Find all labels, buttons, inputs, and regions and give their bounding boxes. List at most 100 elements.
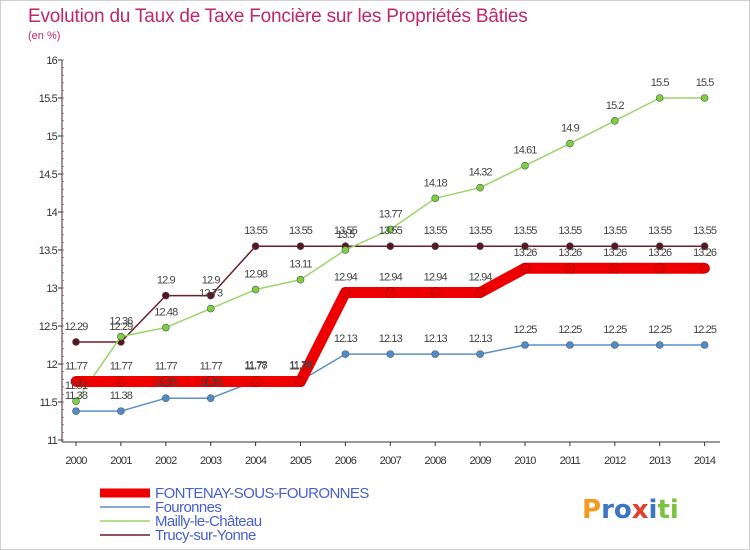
data-label: 15.5 (696, 77, 715, 89)
data-point (566, 242, 574, 250)
data-label: 12.25 (513, 324, 537, 336)
data-point (162, 291, 170, 300)
data-label: 12.25 (603, 324, 627, 336)
x-tick-label: 2002 (155, 455, 177, 467)
data-point (700, 94, 709, 102)
data-label: 12.94 (379, 272, 403, 284)
data-label: 12.29 (64, 321, 88, 333)
x-tick-label: 2005 (290, 455, 312, 467)
chart-unit: (en %) (28, 30, 61, 42)
data-label: 13.5 (336, 229, 355, 241)
data-label: 14.32 (469, 167, 493, 179)
data-label: 14.61 (513, 145, 537, 157)
data-label: 13.26 (603, 247, 627, 259)
x-tick-label: 2014 (694, 455, 716, 467)
data-label: 13.77 (379, 208, 403, 220)
data-point (386, 225, 395, 234)
data-label: 12.73 (199, 288, 223, 300)
data-point (700, 242, 709, 250)
data-label: 13.55 (334, 225, 358, 237)
data-point (295, 376, 306, 387)
data-label: 13.55 (513, 225, 537, 237)
data-label: 11.55 (200, 377, 223, 389)
data-point (72, 407, 80, 415)
legend-label: Mailly-le-Château (155, 513, 262, 530)
data-label: 12.48 (154, 307, 178, 319)
data-label: 12.13 (469, 333, 493, 345)
data-label: 11.51 (65, 380, 88, 392)
data-point (431, 242, 440, 250)
y-tick-label: 15.5 (39, 93, 58, 105)
data-point (519, 262, 531, 274)
data-label: 13.26 (648, 247, 672, 259)
y-tick-label: 11 (47, 435, 58, 447)
data-point (654, 262, 666, 274)
x-tick-label: 2001 (110, 455, 132, 467)
data-label: 13.55 (379, 225, 403, 237)
data-point (521, 341, 529, 349)
y-tick-label: 12.5 (39, 321, 58, 333)
data-label: 13.26 (558, 247, 582, 259)
data-label: 13.55 (648, 225, 672, 237)
data-label: 13.55 (289, 225, 313, 237)
data-point (474, 287, 486, 298)
y-tick-label: 13.5 (39, 245, 58, 257)
data-point (162, 394, 170, 403)
data-label: 11.77 (155, 360, 178, 372)
data-point (386, 242, 395, 250)
data-point (610, 117, 619, 125)
data-label: 13.55 (693, 225, 717, 237)
data-point (341, 246, 350, 254)
data-point (386, 350, 395, 358)
x-tick-label: 2010 (514, 455, 536, 467)
data-point (341, 350, 350, 358)
y-tick-label: 15 (46, 131, 57, 143)
x-tick-label: 2004 (245, 455, 267, 467)
data-label: 13.26 (513, 247, 537, 259)
y-tick-label: 16 (46, 55, 57, 67)
x-tick-label: 2012 (604, 455, 626, 467)
data-point (476, 350, 484, 358)
data-label: 13.55 (603, 225, 627, 237)
data-point (521, 242, 529, 250)
data-point (72, 338, 80, 346)
data-point (250, 376, 261, 387)
data-label: 12.94 (424, 272, 448, 284)
legend-label: Fouronnes (155, 499, 221, 516)
data-label: 15.2 (606, 100, 625, 112)
x-tick-label: 2006 (335, 455, 357, 467)
data-point (476, 242, 484, 250)
data-label: 13.26 (693, 247, 717, 259)
data-point (206, 394, 215, 403)
x-tick-label: 2007 (380, 455, 402, 467)
data-label: 12.13 (334, 333, 358, 345)
y-tick-label: 11.5 (40, 397, 58, 409)
data-label: 12.29 (109, 321, 133, 333)
data-point (655, 94, 664, 102)
data-point (566, 139, 574, 148)
data-label: 12.13 (379, 333, 403, 345)
chart-axes: 11 11.5 12 12.5 13 13.5 14 14.5 15 15.5 16 2000 2001… (39, 55, 720, 467)
x-tick-label: 2003 (200, 455, 222, 467)
data-label: 13.11 (289, 259, 312, 271)
legend-label: FONTENAY-SOUS-FOURONNES (155, 485, 369, 502)
chart-title: Evolution du Taux de Taxe Foncière sur l… (28, 6, 528, 27)
data-label: 11.77 (200, 360, 223, 372)
data-point (431, 350, 440, 358)
data-point (429, 287, 441, 298)
data-point (384, 287, 396, 298)
chart-legend: FONTENAY-SOUS-FOURONNESFouronnesMailly-l… (100, 485, 370, 544)
data-point (296, 275, 305, 284)
data-point (206, 291, 215, 300)
data-label: 14.9 (561, 123, 580, 135)
y-tick-label: 14.5 (39, 169, 58, 181)
data-label: 12.25 (693, 324, 717, 336)
y-tick-label: 14 (46, 207, 57, 219)
data-label: 12.36 (109, 316, 133, 328)
data-label: 12.9 (157, 275, 176, 287)
y-tick-label: 13 (46, 283, 57, 295)
data-point (70, 376, 82, 387)
